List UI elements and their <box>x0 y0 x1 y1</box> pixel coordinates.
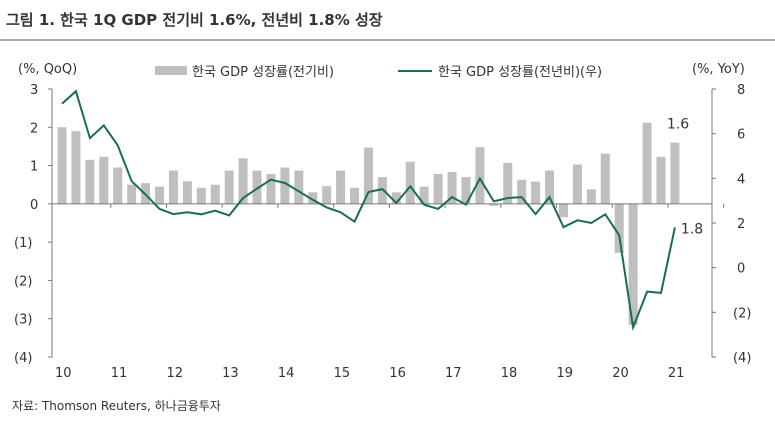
chart-title: 그림 1. 한국 1Q GDP 전기비 1.6%, 전년비 1.8% 성장 <box>6 11 383 29</box>
right-tick-label: (4) <box>733 351 751 366</box>
bar-qoq <box>405 161 415 204</box>
bar-qoq <box>670 142 680 204</box>
right-tick-label: 2 <box>737 217 745 232</box>
bar-qoq <box>642 122 652 204</box>
right-tick-label: (2) <box>733 306 751 321</box>
bar-qoq <box>266 173 276 204</box>
bar-qoq <box>336 170 346 204</box>
bar-qoq <box>280 167 290 204</box>
x-tick-label: 14 <box>278 366 295 381</box>
x-tick-label: 18 <box>501 366 518 381</box>
bar-qoq <box>210 184 220 204</box>
right-axis-label: (%, YoY) <box>692 62 745 77</box>
right-tick-label: 6 <box>737 128 745 143</box>
bar-qoq <box>572 164 582 204</box>
bar-qoq <box>182 181 192 204</box>
x-tick-label: 19 <box>556 366 573 381</box>
bar-qoq <box>628 203 638 325</box>
legend-line-label: 한국 GDP 성장률(전년비)(우) <box>438 65 602 80</box>
x-tick-label: 20 <box>612 366 629 381</box>
bar-qoq <box>252 170 262 204</box>
bar-qoq <box>475 147 485 204</box>
x-tick-label: 11 <box>111 366 128 381</box>
bar-qoq <box>85 159 95 204</box>
bar-qoq <box>113 167 123 204</box>
bar-qoq <box>155 186 165 204</box>
bar-qoq <box>447 172 457 204</box>
bar-qoq <box>168 170 178 204</box>
left-tick-label: (2) <box>14 274 32 289</box>
left-axis-label: (%, QoQ) <box>18 62 77 77</box>
right-tick-label: 4 <box>737 172 745 187</box>
bar-qoq <box>322 186 332 204</box>
bar-qoq <box>600 153 610 204</box>
bar-qoq <box>99 156 109 204</box>
bar-qoq <box>656 156 666 204</box>
right-tick-label: 8 <box>737 83 745 98</box>
bar-qoq <box>294 170 304 204</box>
line-yoy <box>61 89 676 332</box>
bar-qoq <box>391 192 401 204</box>
x-tick-label: 10 <box>55 366 72 381</box>
bar-qoq <box>545 170 555 204</box>
x-tick-label: 15 <box>334 366 351 381</box>
left-tick-label: 0 <box>30 198 38 213</box>
x-tick-label: 12 <box>166 366 183 381</box>
bar-qoq <box>433 173 443 204</box>
annotation-yoy: 1.8 <box>681 221 703 237</box>
bar-qoq <box>196 187 206 204</box>
bar-qoq <box>586 189 596 204</box>
bar-qoq <box>517 179 527 204</box>
bar-qoq <box>350 187 360 204</box>
left-tick-label: (1) <box>14 236 32 251</box>
bar-qoq <box>558 203 568 218</box>
right-tick-label: 0 <box>737 262 745 277</box>
legend-bar-label: 한국 GDP 성장률(전기비) <box>192 65 334 80</box>
bar-qoq <box>461 177 471 204</box>
legend-bar-swatch <box>155 66 187 75</box>
left-tick-label: 1 <box>30 160 38 175</box>
bar-qoq <box>489 203 499 206</box>
bar-qoq <box>57 127 67 204</box>
bar-qoq <box>363 147 373 204</box>
bar-qoq <box>419 186 429 204</box>
bar-qoq <box>224 170 234 204</box>
bar-qoq <box>238 158 248 204</box>
bar-qoq <box>614 203 624 253</box>
bar-qoq <box>531 181 541 204</box>
left-tick-label: (3) <box>14 313 32 328</box>
left-tick-label: 3 <box>30 83 38 98</box>
bar-qoq <box>127 184 137 204</box>
x-tick-label: 17 <box>445 366 462 381</box>
bar-qoq <box>71 131 81 204</box>
left-tick-label: 2 <box>30 121 38 136</box>
x-tick-label: 16 <box>389 366 406 381</box>
left-tick-label: (4) <box>14 351 32 366</box>
annotation-qoq: 1.6 <box>667 117 689 133</box>
source-note: 자료: Thomson Reuters, 하나금융투자 <box>12 399 221 413</box>
bar-qoq <box>308 192 318 204</box>
x-tick-label: 13 <box>222 366 239 381</box>
x-tick-label: 21 <box>668 366 685 381</box>
bar-qoq <box>503 162 513 204</box>
